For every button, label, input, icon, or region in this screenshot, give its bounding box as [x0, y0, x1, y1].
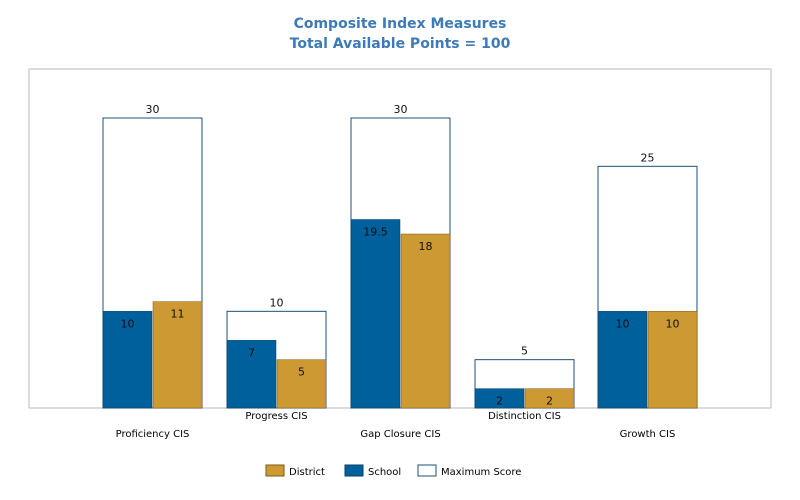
district-value-label-progress-cis: 5	[298, 366, 305, 379]
legend-swatch-maximum-score	[417, 464, 437, 477]
legend-label-district: District	[289, 467, 325, 478]
school-value-label-proficiency-cis: 10	[121, 317, 135, 330]
chart-title-block: Composite Index Measures Total Available…	[0, 14, 800, 54]
school-value-label-distinction-cis: 2	[496, 395, 503, 408]
max-score-label-proficiency-cis: 30	[146, 103, 160, 116]
max-score-label-progress-cis: 10	[270, 296, 284, 309]
category-label-growth-cis: Growth CIS	[620, 429, 676, 440]
labels-layer: 30 10 11 Proficiency CIS 10 7 5 Progress CIS 30 1…	[116, 103, 680, 440]
chart-title: Composite Index Measures	[293, 16, 507, 32]
school-bar-proficiency-cis	[102, 311, 153, 409]
category-label-proficiency-cis: Proficiency CIS	[116, 429, 190, 440]
district-value-label-proficiency-cis: 11	[171, 308, 185, 321]
district-value-label-gap-closure-cis: 18	[419, 240, 433, 253]
school-bar-progress-cis	[226, 340, 277, 409]
chart-subtitle: Total Available Points = 100	[289, 36, 511, 52]
category-label-distinction-cis: Distinction CIS	[488, 411, 561, 422]
category-label-gap-closure-cis: Gap Closure CIS	[360, 429, 440, 440]
legend-swatch-district	[265, 464, 285, 477]
category-label-progress-cis: Progress CIS	[245, 411, 307, 422]
district-bar-progress-cis	[276, 359, 327, 409]
max-score-label-gap-closure-cis: 30	[394, 103, 408, 116]
district-bar-gap-closure-cis	[400, 233, 451, 409]
district-bar-distinction-cis	[524, 388, 575, 409]
school-bar-growth-cis	[597, 311, 648, 409]
school-bar-gap-closure-cis	[350, 219, 401, 409]
district-value-label-distinction-cis: 2	[546, 395, 553, 408]
district-bar-proficiency-cis	[152, 301, 203, 409]
legend: District School Maximum Score	[265, 464, 521, 478]
school-value-label-gap-closure-cis: 19.5	[363, 226, 388, 239]
max-score-label-distinction-cis: 5	[521, 345, 528, 358]
school-bar-distinction-cis	[474, 388, 525, 409]
school-value-label-progress-cis: 7	[248, 346, 255, 359]
district-value-label-growth-cis: 10	[666, 317, 680, 330]
max-score-label-growth-cis: 25	[641, 151, 655, 164]
district-bar-growth-cis	[647, 311, 698, 409]
legend-swatch-school	[344, 464, 364, 477]
bars-layer	[102, 117, 698, 409]
legend-label-maximum-score: Maximum Score	[441, 467, 521, 478]
legend-label-school: School	[368, 467, 401, 478]
school-value-label-growth-cis: 10	[616, 317, 630, 330]
